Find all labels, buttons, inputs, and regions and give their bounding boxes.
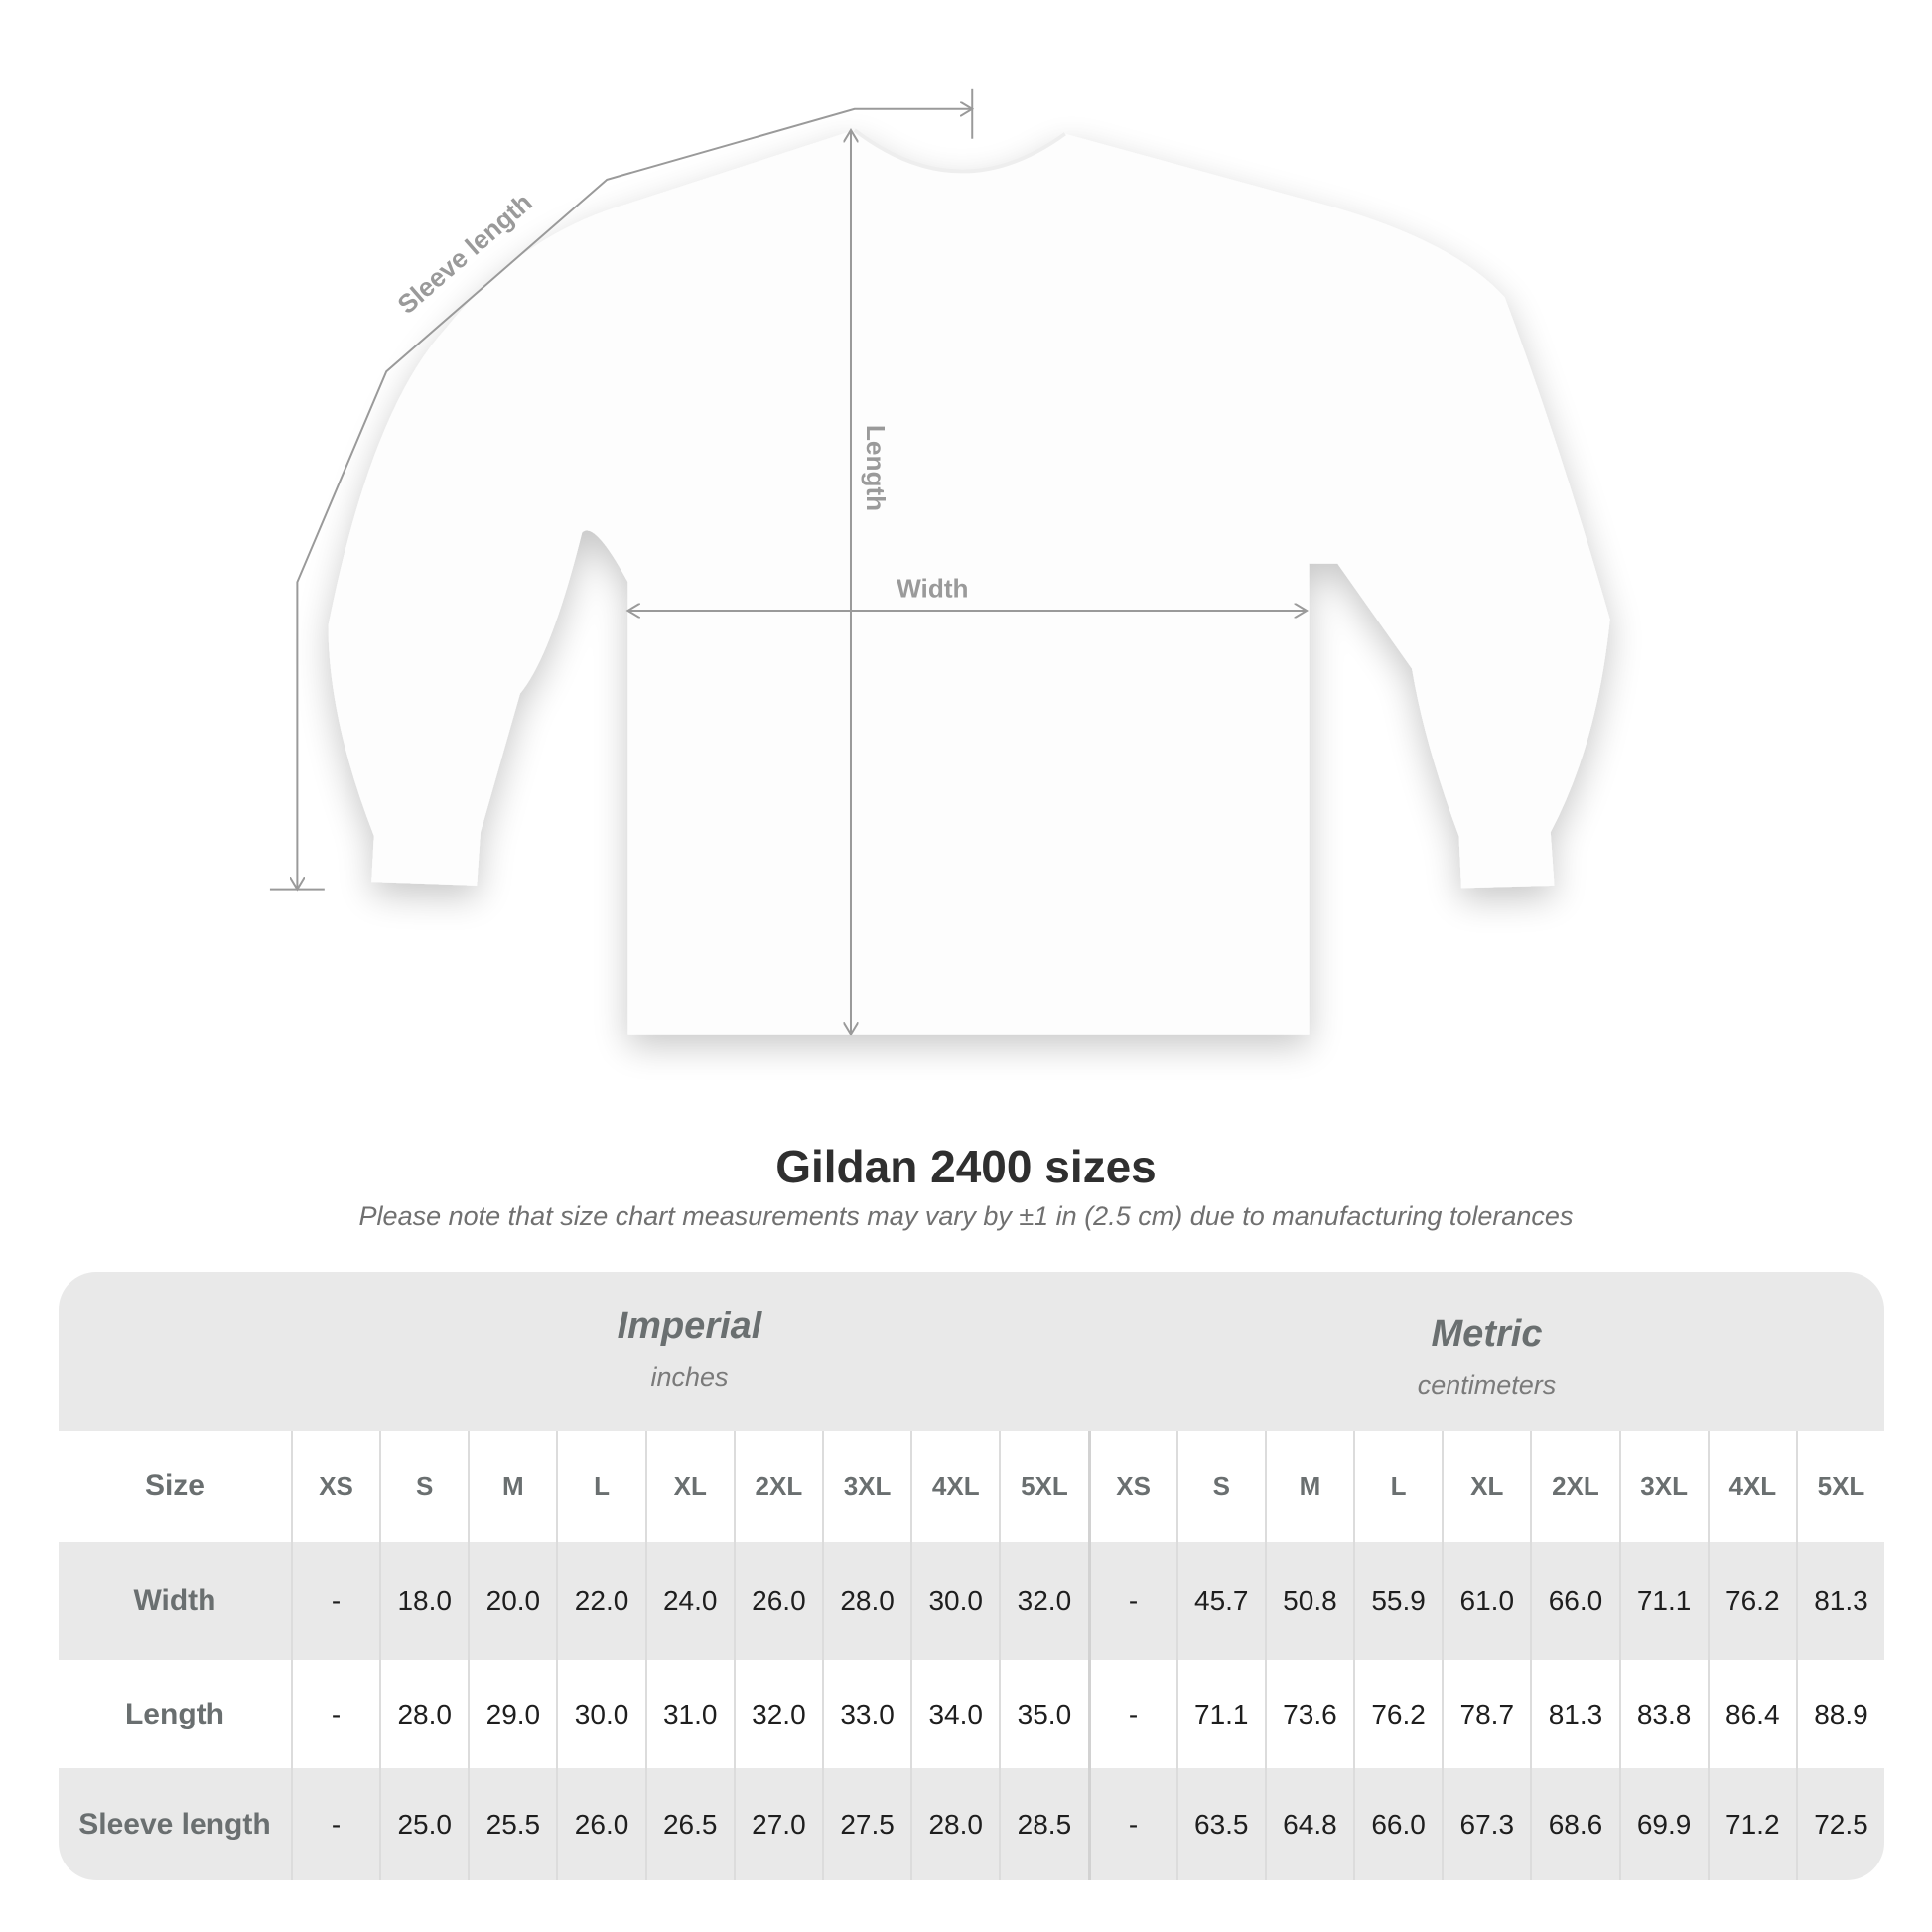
width-label: Width [897,573,968,603]
table-cell: - [1087,1768,1176,1880]
size-column-header: XS [290,1431,379,1542]
table-cell: 26.0 [556,1768,644,1880]
table-cell: 73.6 [1264,1660,1353,1768]
size-column-header: 2XL [1530,1431,1618,1542]
table-cell: 55.9 [1353,1542,1442,1660]
table-cell: 67.3 [1442,1768,1530,1880]
table-cell: 66.0 [1353,1768,1442,1880]
table-cell: 28.0 [379,1660,468,1768]
table-cell: 32.0 [999,1542,1087,1660]
table-cell: 76.2 [1353,1660,1442,1768]
table-cell: - [290,1768,379,1880]
size-column-header: M [468,1431,556,1542]
table-cell: 86.4 [1707,1660,1796,1768]
table-cell: 88.9 [1795,1660,1884,1768]
table-cell: 27.0 [733,1768,822,1880]
table-cell: 71.1 [1618,1542,1708,1660]
table-cell: 81.3 [1795,1542,1884,1660]
imperial-title: Imperial [617,1306,762,1347]
table-row: Sleeve length -25.0 25.5 26.0 26.5 27.0 27.5 28… [59,1768,1884,1880]
imperial-header: Imperial inches [291,1306,1088,1393]
table-cell: 18.0 [379,1542,468,1660]
size-column-header: 3XL [821,1431,910,1542]
size-column-header: XS [1087,1431,1176,1542]
table-cell: 28.5 [999,1768,1087,1880]
table-cell: 71.1 [1175,1660,1265,1768]
size-header: Size [144,1469,205,1502]
table-cell: 35.0 [999,1660,1087,1768]
size-row: Size XS S M L XL 2XL 3XL 4XL 5XL XS S M L XL 2XL 3XL 4XL 5… [59,1431,1884,1542]
table-cell: 29.0 [468,1660,556,1768]
table-cell: 25.0 [379,1768,468,1880]
table-cell: 71.2 [1707,1768,1796,1880]
tolerance-note: Please note that size chart measurements… [358,1201,1574,1231]
table-row: Length -28.0 29.0 30.0 31.0 32.0 33.0 34.0 35.0-… [59,1660,1884,1768]
table-cell: 20.0 [468,1542,556,1660]
table-cell: 32.0 [733,1660,822,1768]
page-title: Gildan 2400 sizes [775,1141,1157,1192]
table-cell: 63.5 [1175,1768,1265,1880]
table-cell: 66.0 [1530,1542,1618,1660]
table-cell: - [290,1660,379,1768]
table-cell: 64.8 [1264,1768,1353,1880]
table-cell: 31.0 [644,1660,734,1768]
table-cell: 72.5 [1795,1768,1884,1880]
size-column-header: 5XL [999,1431,1087,1542]
table-cell: 76.2 [1707,1542,1796,1660]
table-cell: 68.6 [1530,1768,1618,1880]
table-cell: 28.0 [821,1542,910,1660]
size-column-header: 4XL [910,1431,999,1542]
table-cell: 69.9 [1618,1768,1708,1880]
table-cell: 27.5 [821,1768,910,1880]
size-column-header: XL [644,1431,734,1542]
table-cell: 34.0 [910,1660,999,1768]
table-cell: 30.0 [910,1542,999,1660]
table-cell: 78.7 [1442,1660,1530,1768]
table-cell: 26.5 [644,1768,734,1880]
size-column-header: S [1175,1431,1265,1542]
row-label: Length [124,1697,224,1730]
size-column-header: XL [1442,1431,1530,1542]
size-table: Imperial inches Metric centimeters Size X… [59,1272,1884,1880]
sleeve-length-measure [269,88,972,890]
size-column-header: L [556,1431,644,1542]
table-cell: 24.0 [644,1542,734,1660]
size-column-header: M [1264,1431,1353,1542]
table-cell: 22.0 [556,1542,644,1660]
table-cell: 28.0 [910,1768,999,1880]
table-row: Width -18.0 20.0 22.0 24.0 26.0 28.0 30.0 32.0-4… [59,1542,1884,1660]
table-cell: - [1087,1542,1176,1660]
size-column-header: L [1353,1431,1442,1542]
table-cell: 61.0 [1442,1542,1530,1660]
table-cell: 45.7 [1175,1542,1265,1660]
table-cell: 50.8 [1264,1542,1353,1660]
size-column-header: S [379,1431,468,1542]
length-label: Length [861,425,891,511]
size-column-header: 5XL [1795,1431,1884,1542]
metric-unit: centimeters [1417,1370,1557,1400]
imperial-unit: inches [650,1362,729,1392]
table-cell: 33.0 [821,1660,910,1768]
row-label: Sleeve length [78,1807,271,1841]
size-column-header: 2XL [733,1431,822,1542]
table-cell: 25.5 [468,1768,556,1880]
table-cell: - [290,1542,379,1660]
table-cell: 83.8 [1618,1660,1708,1768]
table-cell: - [1087,1660,1176,1768]
table-cell: 81.3 [1530,1660,1618,1768]
size-column-header: 3XL [1618,1431,1708,1542]
shirt-shape [328,129,1610,1035]
table-cell: 30.0 [556,1660,644,1768]
row-label: Width [133,1584,216,1617]
metric-header: Metric centimeters [1088,1313,1884,1401]
size-column-header: 4XL [1707,1431,1796,1542]
table-cell: 26.0 [733,1542,822,1660]
metric-title: Metric [1431,1313,1543,1355]
